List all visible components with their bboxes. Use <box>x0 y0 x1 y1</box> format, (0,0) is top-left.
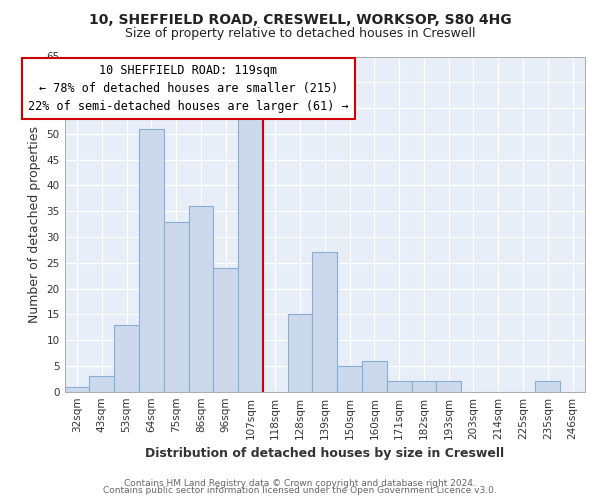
Text: Contains HM Land Registry data © Crown copyright and database right 2024.: Contains HM Land Registry data © Crown c… <box>124 478 476 488</box>
Bar <box>387 382 412 392</box>
X-axis label: Distribution of detached houses by size in Creswell: Distribution of detached houses by size … <box>145 447 505 460</box>
Bar <box>164 222 188 392</box>
Bar <box>535 382 560 392</box>
Bar <box>412 382 436 392</box>
Text: Size of property relative to detached houses in Creswell: Size of property relative to detached ho… <box>125 26 475 40</box>
Bar <box>114 324 139 392</box>
Bar <box>139 128 164 392</box>
Text: 10, SHEFFIELD ROAD, CRESWELL, WORKSOP, S80 4HG: 10, SHEFFIELD ROAD, CRESWELL, WORKSOP, S… <box>89 12 511 26</box>
Text: Contains public sector information licensed under the Open Government Licence v3: Contains public sector information licen… <box>103 486 497 495</box>
Bar <box>65 386 89 392</box>
Y-axis label: Number of detached properties: Number of detached properties <box>28 126 41 322</box>
Bar <box>362 360 387 392</box>
Bar <box>337 366 362 392</box>
Bar <box>436 382 461 392</box>
Bar <box>287 314 313 392</box>
Bar <box>188 206 213 392</box>
Bar <box>213 268 238 392</box>
Bar <box>89 376 114 392</box>
Bar <box>238 113 263 392</box>
Bar <box>313 252 337 392</box>
Text: 10 SHEFFIELD ROAD: 119sqm
← 78% of detached houses are smaller (215)
22% of semi: 10 SHEFFIELD ROAD: 119sqm ← 78% of detac… <box>28 64 349 113</box>
